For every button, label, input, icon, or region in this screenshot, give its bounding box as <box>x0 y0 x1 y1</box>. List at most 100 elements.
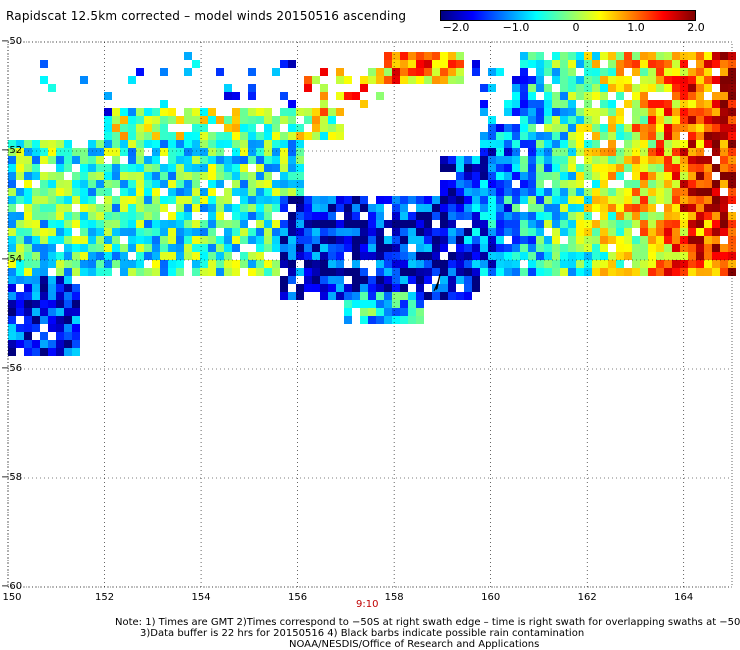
wind-cell <box>680 92 688 100</box>
wind-cell <box>192 132 200 140</box>
wind-cell <box>416 252 424 260</box>
note-line-3: NOAA/NESDIS/Office of Research and Appli… <box>289 639 540 650</box>
wind-cell <box>472 220 480 228</box>
wind-cell <box>584 188 592 196</box>
wind-cell <box>176 220 184 228</box>
wind-cell <box>312 116 320 124</box>
wind-cell <box>560 220 568 228</box>
wind-cell <box>384 268 392 276</box>
wind-cell <box>448 156 456 164</box>
wind-cell <box>256 252 264 260</box>
wind-cell <box>288 180 296 188</box>
wind-cell <box>296 252 304 260</box>
rain-barb-icon <box>433 273 441 292</box>
wind-cell <box>632 236 640 244</box>
wind-cell <box>136 196 144 204</box>
wind-cell <box>256 148 264 156</box>
wind-cell <box>528 84 536 92</box>
wind-cell <box>8 236 16 244</box>
wind-cell <box>120 244 128 252</box>
wind-cell <box>224 236 232 244</box>
wind-cell <box>648 148 656 156</box>
wind-cell <box>184 132 192 140</box>
wind-cell <box>560 108 568 116</box>
wind-cell <box>256 116 264 124</box>
wind-cell <box>136 212 144 220</box>
wind-cell <box>184 204 192 212</box>
wind-cell <box>576 220 584 228</box>
wind-cell <box>696 84 704 92</box>
wind-cell <box>504 164 512 172</box>
wind-cell <box>640 260 648 268</box>
wind-cell <box>280 132 288 140</box>
time-label: 9:10 <box>356 599 379 610</box>
wind-cell <box>424 196 432 204</box>
wind-cell <box>632 260 640 268</box>
wind-cell <box>680 180 688 188</box>
wind-cell <box>200 260 208 268</box>
wind-cell <box>624 164 632 172</box>
wind-cell <box>488 236 496 244</box>
wind-cell <box>192 244 200 252</box>
wind-cell <box>248 140 256 148</box>
wind-cell <box>32 324 40 332</box>
wind-cell <box>392 228 400 236</box>
wind-cell <box>160 196 168 204</box>
wind-cell <box>144 108 152 116</box>
wind-cell <box>96 236 104 244</box>
wind-cell <box>400 260 408 268</box>
wind-cell <box>624 156 632 164</box>
wind-cell <box>632 100 640 108</box>
wind-cell <box>208 252 216 260</box>
wind-cell <box>296 140 304 148</box>
wind-cell <box>384 300 392 308</box>
wind-cell <box>536 180 544 188</box>
wind-cell <box>656 132 664 140</box>
wind-cell <box>40 260 48 268</box>
lat-label: −58 <box>1 472 23 483</box>
wind-cell <box>696 108 704 116</box>
wind-cell <box>640 204 648 212</box>
wind-cell <box>72 260 80 268</box>
wind-cell <box>584 84 592 92</box>
wind-cell <box>344 244 352 252</box>
wind-cell <box>624 212 632 220</box>
wind-cell <box>152 180 160 188</box>
wind-cell <box>16 340 24 348</box>
wind-cell <box>720 212 728 220</box>
wind-cell <box>24 140 32 148</box>
wind-cell <box>616 236 624 244</box>
wind-cell <box>688 52 696 60</box>
wind-cell <box>456 204 464 212</box>
wind-cell <box>16 252 24 260</box>
wind-cell <box>336 276 344 284</box>
wind-cell <box>120 252 128 260</box>
wind-cell <box>560 212 568 220</box>
wind-cell <box>656 116 664 124</box>
wind-cell <box>208 188 216 196</box>
wind-cell <box>8 220 16 228</box>
wind-cell <box>520 100 528 108</box>
wind-cell <box>216 180 224 188</box>
wind-cell <box>40 284 48 292</box>
wind-cell <box>80 228 88 236</box>
wind-cell <box>344 228 352 236</box>
wind-cell <box>480 132 488 140</box>
wind-cell <box>80 212 88 220</box>
wind-cell <box>544 172 552 180</box>
wind-cell <box>456 172 464 180</box>
wind-cell <box>104 188 112 196</box>
wind-cell <box>608 100 616 108</box>
wind-cell <box>552 244 560 252</box>
wind-cell <box>384 52 392 60</box>
wind-cell <box>416 196 424 204</box>
wind-cell <box>232 220 240 228</box>
wind-cell <box>40 252 48 260</box>
wind-cell <box>568 156 576 164</box>
wind-cell <box>384 244 392 252</box>
wind-cell <box>480 220 488 228</box>
wind-cell <box>424 244 432 252</box>
wind-cell <box>440 188 448 196</box>
wind-cell <box>208 140 216 148</box>
wind-cell <box>40 148 48 156</box>
